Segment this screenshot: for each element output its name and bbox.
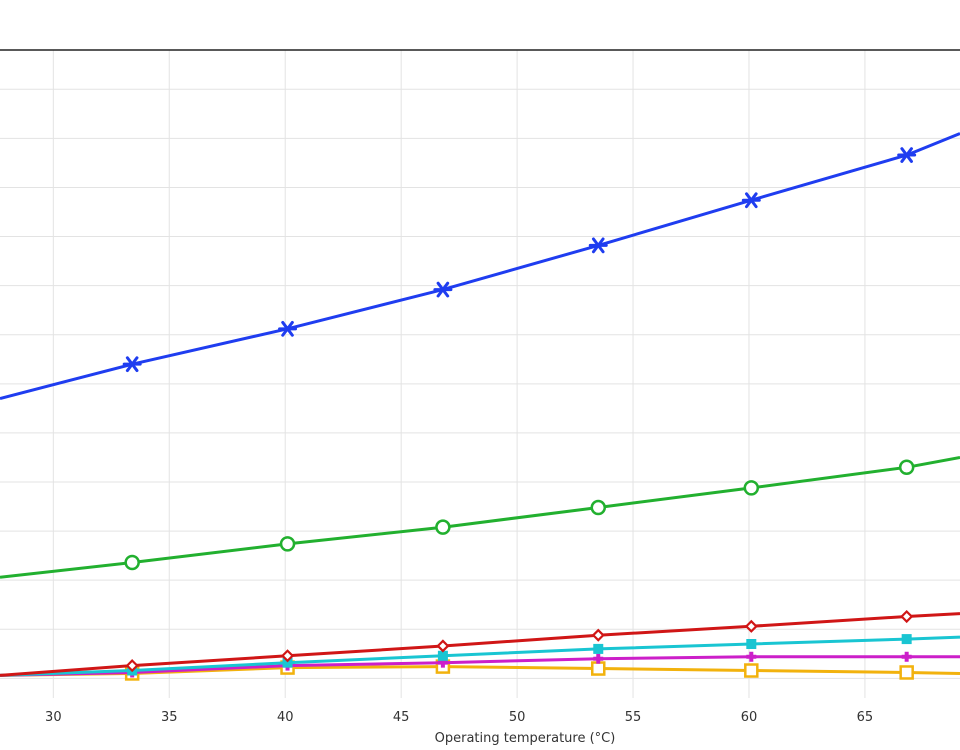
data-point (125, 659, 139, 673)
data-point (588, 237, 608, 254)
x-tick-label: 35 (161, 710, 178, 725)
series-circle (0, 456, 960, 579)
series-line (0, 132, 960, 400)
series-line (0, 635, 960, 677)
x-tick-label: 65 (857, 710, 874, 725)
data-point (741, 192, 761, 209)
x-tick-label: 55 (625, 710, 642, 725)
series-diamond (0, 609, 960, 677)
x-tick-label: 30 (45, 710, 62, 725)
data-point (743, 480, 760, 496)
data-point (746, 651, 757, 662)
data-point (593, 643, 604, 654)
data-point (435, 519, 451, 535)
series-layer (0, 132, 960, 681)
x-tick-label: 50 (509, 710, 526, 725)
data-point (590, 499, 607, 516)
x-axis-label: Operating temperature (°C) (435, 731, 616, 746)
data-point (593, 653, 604, 664)
data-point (282, 657, 293, 668)
data-point (279, 536, 296, 552)
data-point (898, 459, 915, 476)
data-point (433, 281, 453, 298)
x-tick-label: 60 (741, 710, 758, 725)
data-point (591, 628, 605, 642)
grid-lines (0, 50, 960, 698)
series-square-filled (0, 634, 960, 677)
data-point (436, 639, 450, 653)
data-point (746, 639, 757, 649)
x-tick-labels: 30 35 40 45 50 55 60 65 (45, 710, 873, 725)
data-point (899, 665, 914, 680)
data-point (124, 554, 140, 571)
data-point (744, 663, 759, 678)
data-point (280, 649, 295, 663)
data-point (744, 619, 758, 633)
x-tick-label: 40 (277, 710, 294, 725)
x-tick-label: 45 (393, 710, 410, 725)
data-point (591, 661, 606, 676)
series-asterisk (0, 132, 960, 400)
series-line (0, 612, 960, 677)
data-point (278, 320, 298, 337)
data-point (897, 147, 917, 163)
data-point (900, 609, 914, 624)
data-point (437, 650, 448, 661)
series-line (0, 655, 960, 677)
data-point (901, 634, 912, 645)
series-line (0, 456, 960, 579)
data-point (122, 356, 142, 373)
data-point (901, 651, 912, 662)
